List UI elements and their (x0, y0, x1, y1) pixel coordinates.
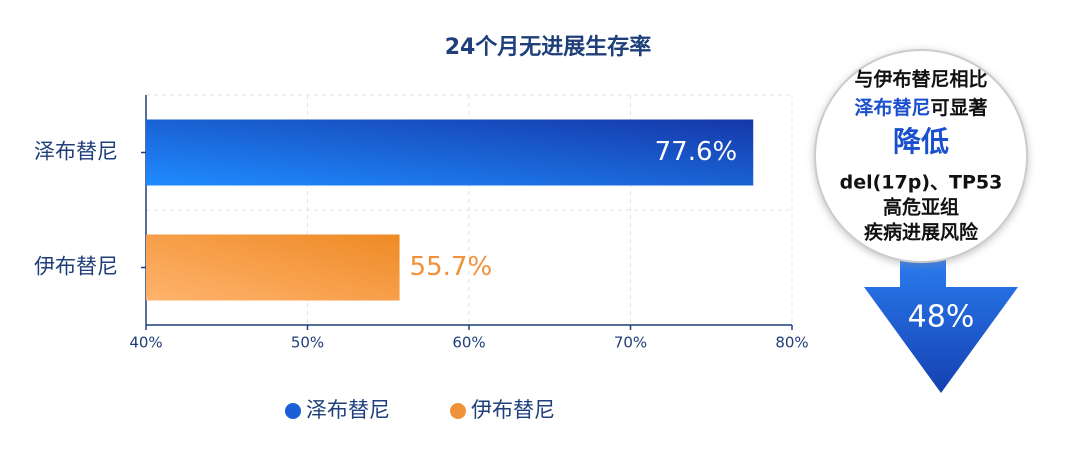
x-tick-label: 70% (614, 334, 647, 352)
callout: 与伊布替尼相比 泽布替尼可显著 降低 del(17p)、TP53 高危亚组 疾病… (814, 49, 1028, 393)
x-tick-label: 80% (775, 334, 808, 352)
legend-swatch (450, 403, 466, 419)
legend-label: 泽布替尼 (306, 398, 390, 422)
callout-circle (814, 49, 1028, 263)
callout-line: 与伊布替尼相比 (854, 68, 987, 91)
x-tick-label: 50% (291, 334, 324, 352)
bar (146, 119, 754, 186)
x-tick-label: 60% (452, 334, 485, 352)
legend-swatch (285, 403, 301, 419)
reduction-label: 48% (908, 300, 975, 335)
callout-emphasis: 降低 (893, 125, 949, 158)
callout-highlight: 泽布替尼 (854, 96, 930, 119)
legend-label: 伊布替尼 (471, 398, 555, 422)
x-tick-label: 40% (129, 334, 162, 352)
value-label: 77.6% (655, 137, 738, 167)
chart-title: 24个月无进展生存率 (445, 34, 652, 60)
bar (146, 234, 400, 301)
callout-line: 高危亚组 (883, 196, 959, 219)
callout-text: 可显著 (931, 96, 988, 119)
arrow (864, 258, 1018, 393)
y-tick-label: 泽布替尼 (34, 140, 118, 164)
callout-line: 疾病进展风险 (864, 221, 979, 244)
callout-line: del(17p)、TP53 (840, 172, 1003, 194)
callout-line: 泽布替尼可显著 (854, 96, 987, 119)
plot: 40% 50% 60% 70% 80%泽布替尼 77.6%伊布替尼 55.7%泽布替尼 伊布替… (34, 94, 809, 422)
y-tick-label: 伊布替尼 (34, 255, 118, 279)
value-label: 55.7% (410, 252, 493, 282)
